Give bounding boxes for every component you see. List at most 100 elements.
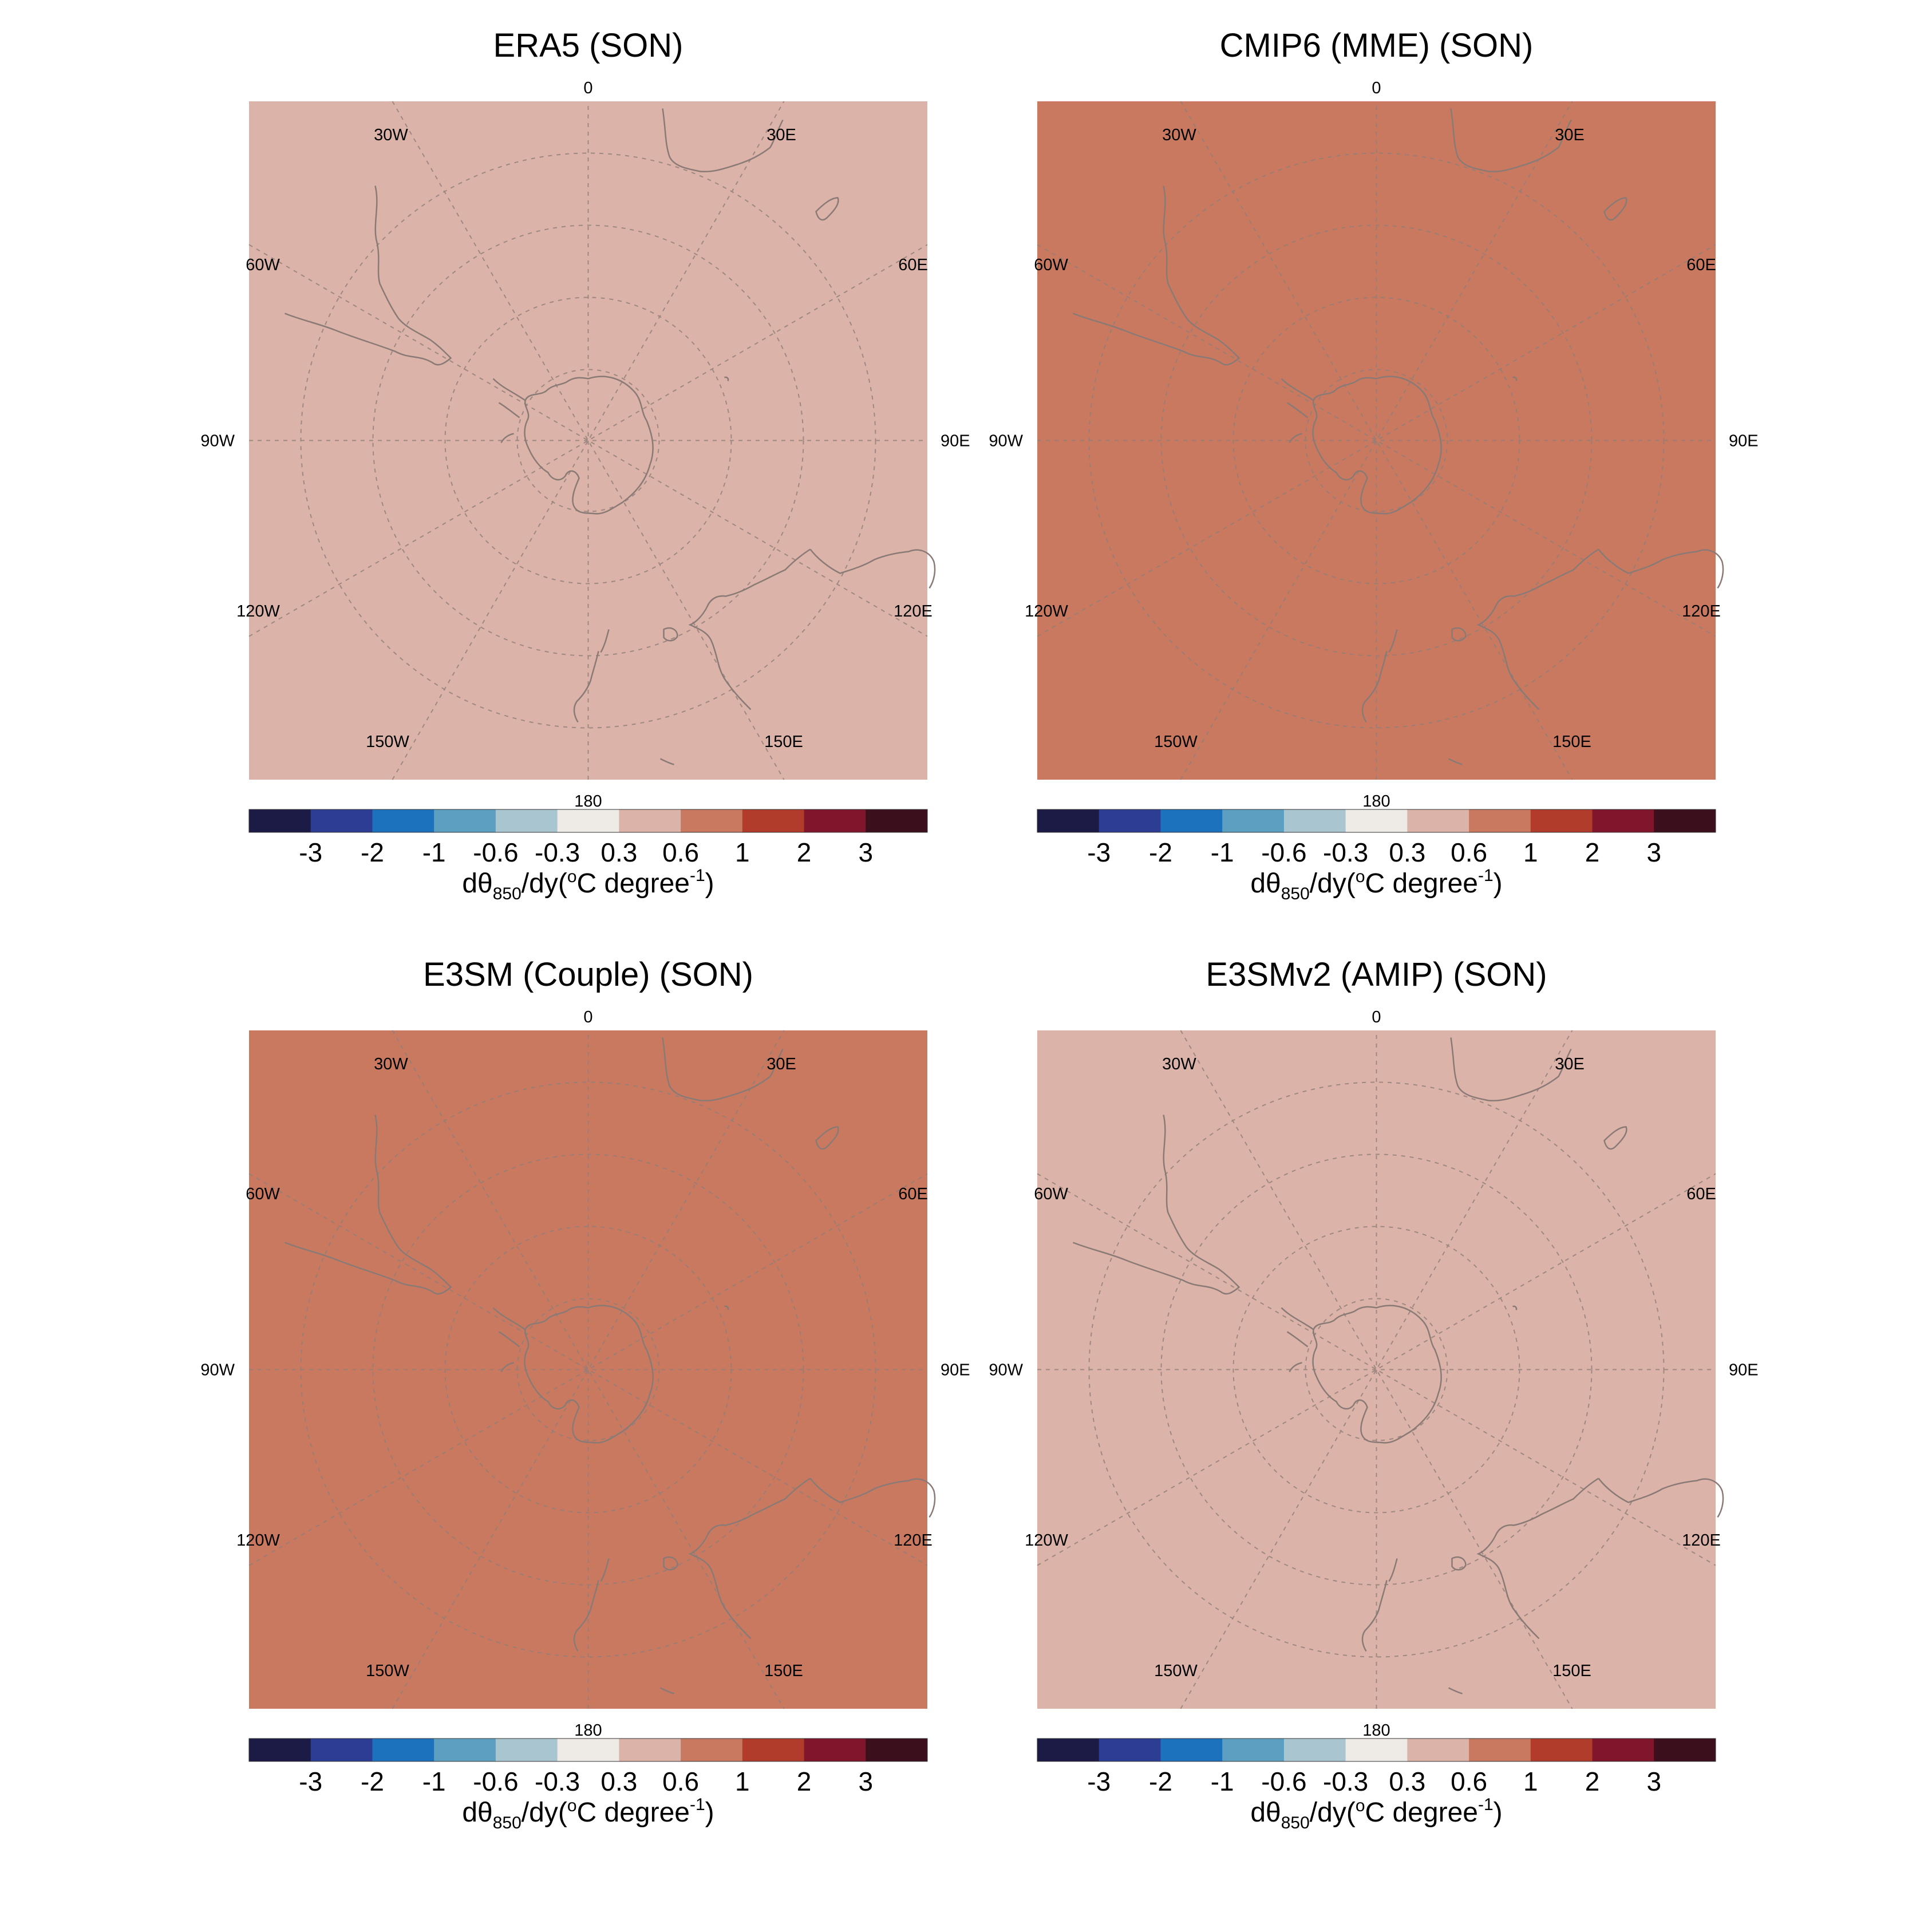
colorbar-label-middle: /dy(: [1310, 868, 1356, 899]
colorbar-label-unit: C degree: [1365, 1797, 1478, 1828]
colorbar-swatch: [1037, 809, 1100, 832]
colorbar-swatch: [866, 1739, 928, 1761]
colorbar-tick-label: -3: [299, 837, 322, 867]
colorbar-tick-label: -2: [361, 1767, 384, 1796]
meridian-line: [248, 244, 928, 637]
longitude-label: 30E: [1555, 126, 1585, 144]
longitude-label: 120E: [1682, 1531, 1721, 1550]
colorbar-swatch: [742, 1739, 805, 1761]
colorbar: -3 -2 -1 -0.6 -0.3 0.3 0.6 1 2 3 dθ850/dy(oC degre…: [248, 1738, 928, 1832]
longitude-label: 90E: [941, 1361, 970, 1380]
longitude-label: 30W: [374, 126, 408, 144]
panel-title: E3SM (Couple) (SON): [423, 956, 753, 993]
longitude-label: 60W: [1034, 256, 1068, 274]
colorbar-swatch: [495, 1739, 558, 1761]
colorbar-tick-label: -1: [422, 1767, 446, 1796]
colorbar-outline: [1037, 1738, 1716, 1762]
colorbar: -3 -2 -1 -0.6 -0.3 0.3 0.6 1 2 3 dθ850/dy(oC degre…: [1037, 809, 1716, 903]
colorbar-swatch: [681, 809, 743, 832]
colorbar-swatch: [1283, 809, 1346, 832]
longitude-label: 90W: [989, 1361, 1023, 1380]
longitude-label: 90E: [941, 432, 970, 451]
colorbar-tick-label: 3: [1646, 1767, 1661, 1796]
colorbar-swatch: [1222, 1739, 1285, 1761]
colorbar-swatch: [249, 809, 311, 832]
colorbar-swatch: [1530, 1739, 1593, 1761]
latitude-circle: [516, 1298, 660, 1441]
longitude-label: 150E: [764, 1662, 803, 1680]
longitude-label: 150W: [366, 733, 409, 751]
map-panel: E3SMv2 (AMIP) (SON) 0 180 90W 90E 30W 30E 60W 60…: [989, 956, 1758, 1832]
longitude-label: 150W: [366, 1662, 409, 1680]
colorbar-tick-label: -0.3: [1323, 837, 1368, 867]
longitude-label: 60E: [1686, 256, 1716, 274]
colorbar-outline: [248, 1738, 928, 1762]
colorbar-swatch: [1222, 809, 1285, 832]
colorbar-tick-label: 0.6: [662, 837, 699, 867]
longitude-label: 60E: [898, 256, 928, 274]
colorbar-swatch: [1654, 809, 1716, 832]
colorbar-swatch: [866, 809, 928, 832]
colorbar-swatch: [495, 809, 558, 832]
longitude-label: 120W: [236, 1531, 280, 1550]
colorbar-tick-label: 1: [1523, 837, 1538, 867]
panel-title: ERA5 (SON): [493, 27, 683, 64]
longitude-label: 90E: [1729, 432, 1759, 451]
colorbar-tick-label: -0.6: [473, 837, 518, 867]
colorbar-swatch: [372, 809, 434, 832]
colorbar-label-superscript: -1: [1478, 1795, 1494, 1814]
colorbar-swatch: [1654, 1739, 1716, 1761]
longitude-label: 30E: [767, 126, 796, 144]
meridian-line: [1037, 244, 1716, 637]
colorbar-swatch: [1345, 809, 1408, 832]
meridian-line: [1180, 1030, 1573, 1709]
colorbar-label-subscript: 850: [493, 1814, 521, 1832]
longitude-label: 90W: [989, 432, 1023, 451]
colorbar-swatch: [557, 809, 619, 832]
colorbar-tick-label: -3: [1087, 837, 1111, 867]
colorbar-swatch: [1530, 809, 1593, 832]
colorbar-swatch: [619, 809, 681, 832]
colorbar-outline: [248, 809, 928, 833]
colorbar-label: dθ850/dy(oC degree-1): [462, 866, 714, 903]
colorbar-swatch: [1283, 1739, 1346, 1761]
longitude-label: 60W: [246, 1185, 280, 1203]
map-panel: E3SM (Couple) (SON) 0 180 90W 90E 30W 30E 60W 60…: [200, 956, 970, 1832]
panel-title: CMIP6 (MME) (SON): [1220, 27, 1534, 64]
longitude-label: 90W: [200, 1361, 235, 1380]
colorbar-label-middle: /dy(: [521, 868, 567, 899]
colorbar-tick-label: -1: [1211, 837, 1234, 867]
colorbar-tick-label: 0.6: [1451, 837, 1487, 867]
colorbar-swatch: [1099, 809, 1161, 832]
colorbar-swatch: [1469, 1739, 1531, 1761]
latitude-circle: [516, 369, 660, 512]
meridian-line: [1037, 244, 1716, 637]
longitude-label: 180: [1362, 792, 1390, 811]
longitude-label: 30E: [767, 1055, 796, 1073]
colorbar-swatch: [434, 809, 496, 832]
colorbar-tick-label: 2: [1585, 1767, 1600, 1796]
colorbar-label: dθ850/dy(oC degree-1): [1250, 1795, 1502, 1832]
meridian-line: [248, 1173, 928, 1566]
colorbar-swatch: [372, 1739, 434, 1761]
colorbar-tick-label: 3: [858, 1767, 873, 1796]
colorbar-swatch: [742, 809, 805, 832]
colorbar-label: dθ850/dy(oC degree-1): [1250, 866, 1502, 903]
colorbar-swatch: [310, 1739, 373, 1761]
colorbar-tick-label: -1: [1211, 1767, 1234, 1796]
colorbar-tick-label: -2: [361, 837, 384, 867]
longitude-label: 30W: [1162, 1055, 1196, 1073]
colorbar-label-suffix: ): [705, 1797, 714, 1828]
colorbar-swatch: [1037, 1739, 1100, 1761]
colorbar-swatch: [619, 1739, 681, 1761]
longitude-label: 150W: [1154, 1662, 1198, 1680]
longitude-label: 0: [1372, 1008, 1381, 1026]
colorbar-tick-label: -1: [422, 837, 446, 867]
colorbar: -3 -2 -1 -0.6 -0.3 0.3 0.6 1 2 3 dθ850/dy(oC degre…: [248, 809, 928, 903]
meridian-line: [1037, 1173, 1716, 1566]
colorbar-swatch: [1099, 1739, 1161, 1761]
colorbar: -3 -2 -1 -0.6 -0.3 0.3 0.6 1 2 3 dθ850/dy(oC degre…: [1037, 1738, 1716, 1832]
longitude-label: 30E: [1555, 1055, 1585, 1073]
longitude-label: 120W: [1025, 1531, 1068, 1550]
